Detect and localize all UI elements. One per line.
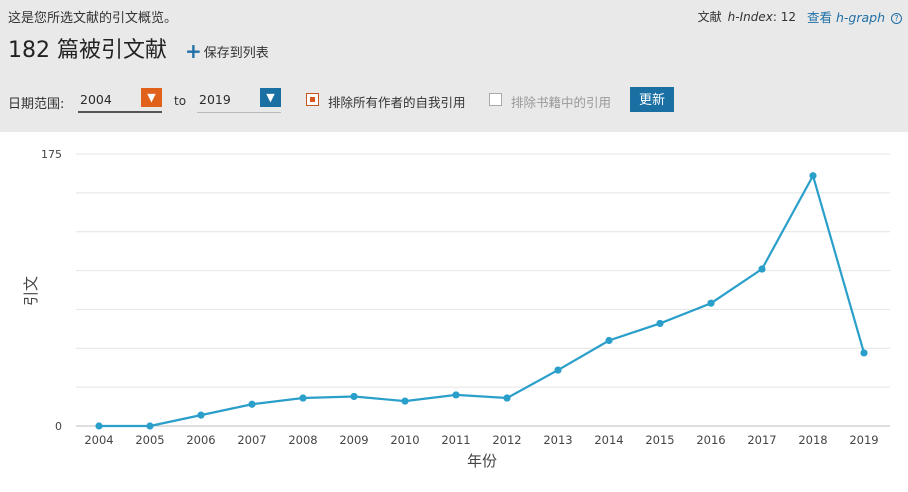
data-point[interactable]	[656, 319, 664, 328]
x-tick-label: 2006	[186, 433, 215, 447]
to-label: to	[174, 94, 187, 108]
h-index-readout: 文献 h-Index: 12	[698, 8, 796, 25]
data-point[interactable]	[860, 349, 868, 357]
y-tick-labels: 0 175	[41, 148, 62, 433]
x-tick-label: 2004	[84, 433, 113, 447]
from-year-select[interactable]: 2004 ▼	[78, 86, 162, 113]
exclude-self-citations-checkbox[interactable]	[306, 93, 319, 106]
data-point[interactable]	[401, 397, 409, 405]
title-row: 182 篇被引文献 + 保存到列表	[8, 32, 269, 64]
h-index-prefix: 文献	[697, 10, 722, 24]
y-axis-label: 引文	[22, 276, 40, 306]
x-tick-label: 2011	[441, 433, 470, 447]
x-tick-label: 2008	[288, 433, 317, 447]
data-point[interactable]	[197, 411, 205, 419]
data-points	[95, 172, 868, 430]
data-point[interactable]	[503, 394, 511, 402]
x-tick-labels: 2004 2005 2006 2007 2008 2009 2010 2011 2012 2013…	[84, 433, 878, 447]
help-icon[interactable]: ?	[891, 13, 902, 24]
series-line	[99, 172, 866, 428]
data-point[interactable]	[95, 422, 103, 430]
from-year-value: 2004	[80, 92, 112, 107]
y-tick-label: 0	[55, 420, 62, 433]
page-title: 182 篇被引文献	[8, 38, 167, 63]
x-tick-label: 2016	[696, 433, 725, 447]
citation-line-chart: 0 175 2004 2005 2006 2007 2008 2009 2010 2011 201…	[22, 148, 890, 470]
x-tick-label: 2013	[543, 433, 572, 447]
data-point[interactable]	[758, 265, 766, 273]
plus-icon: +	[185, 39, 202, 63]
view-h-graph-link[interactable]: 查看 h-graph ?	[807, 7, 902, 26]
h-index-value: : 12	[772, 10, 796, 24]
data-point[interactable]	[350, 392, 358, 401]
date-range-label: 日期范围:	[8, 97, 65, 112]
to-year-select[interactable]: 2019 ▼	[197, 86, 281, 113]
x-tick-label: 2014	[594, 433, 623, 447]
data-point[interactable]	[707, 299, 715, 307]
x-tick-label: 2007	[237, 433, 266, 447]
h-index-label: h-Index	[727, 10, 773, 24]
data-point[interactable]	[299, 394, 307, 402]
x-tick-label: 2005	[135, 433, 164, 447]
exclude-self-citations-label: 排除所有作者的自我引用	[328, 95, 466, 110]
update-button[interactable]: 更新	[630, 87, 674, 112]
x-tick-label: 2019	[849, 433, 878, 447]
x-tick-label: 2009	[339, 433, 368, 447]
x-tick-label: 2015	[645, 433, 674, 447]
data-point[interactable]	[452, 391, 460, 399]
data-point[interactable]	[248, 400, 256, 408]
x-tick-label: 2018	[798, 433, 827, 447]
exclude-book-citations-label: 排除书籍中的引用	[511, 95, 612, 110]
h-graph-prefix: 查看	[806, 10, 832, 25]
save-to-list-label: 保存到列表	[203, 45, 269, 61]
x-axis-label: 年份	[467, 452, 497, 470]
chevron-down-icon[interactable]: ▼	[141, 88, 162, 107]
save-to-list-button[interactable]: + 保存到列表	[185, 39, 269, 63]
y-tick-label: 175	[41, 148, 62, 161]
to-year-value: 2019	[199, 92, 231, 107]
x-tick-label: 2017	[747, 433, 776, 447]
h-graph-label: h-graph	[835, 10, 886, 25]
overview-subtitle: 这是您所选文献的引文概览。	[8, 11, 178, 26]
data-point[interactable]	[554, 366, 562, 374]
data-point[interactable]	[146, 422, 154, 430]
data-point[interactable]	[605, 336, 613, 345]
x-tick-label: 2010	[390, 433, 419, 447]
exclude-book-citations-checkbox[interactable]	[489, 93, 502, 106]
chevron-down-icon[interactable]: ▼	[260, 88, 281, 107]
grid-lines	[76, 153, 890, 427]
x-tick-label: 2012	[492, 433, 521, 447]
header-panel: 这是您所选文献的引文概览。 文献 h-Index: 12 查看 h-graph ?…	[0, 0, 908, 132]
data-point[interactable]	[809, 172, 817, 180]
